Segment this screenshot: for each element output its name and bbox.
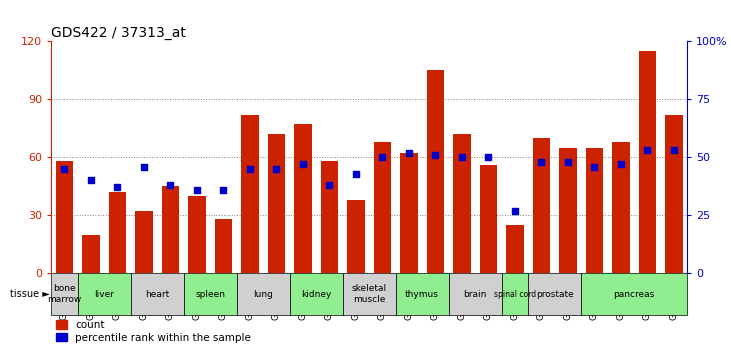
Bar	[480, 165, 497, 273]
Text: lung: lung	[253, 289, 273, 298]
Bar	[51, 273, 77, 315]
Point	[58, 166, 70, 172]
Text: heart: heart	[145, 289, 170, 298]
Point	[138, 164, 150, 169]
Point	[430, 152, 442, 158]
Point	[642, 148, 654, 153]
Bar	[289, 273, 343, 315]
Point	[376, 155, 388, 160]
Point	[270, 166, 282, 172]
Point	[536, 159, 548, 165]
Point	[456, 155, 468, 160]
Bar	[453, 134, 471, 273]
Bar	[321, 161, 338, 273]
Bar	[83, 235, 99, 273]
Text: GDS422 / 37313_at: GDS422 / 37313_at	[51, 26, 186, 40]
Bar	[162, 186, 179, 273]
Bar	[427, 70, 444, 273]
Text: thymus: thymus	[405, 289, 439, 298]
Bar	[586, 148, 603, 273]
Text: spinal cord: spinal cord	[494, 289, 536, 298]
Text: tissue ►: tissue ►	[10, 289, 50, 299]
Bar	[528, 273, 581, 315]
Bar	[449, 273, 501, 315]
Text: pancreas: pancreas	[613, 289, 655, 298]
Point	[482, 155, 494, 160]
Point	[668, 148, 680, 153]
Point	[509, 208, 520, 213]
Bar	[109, 192, 126, 273]
Text: kidney: kidney	[301, 289, 331, 298]
Bar	[77, 273, 131, 315]
Point	[218, 187, 230, 193]
Text: prostate: prostate	[536, 289, 574, 298]
Bar	[295, 125, 311, 273]
Bar	[507, 225, 523, 273]
Point	[350, 171, 362, 176]
Bar	[401, 154, 417, 273]
Bar	[501, 273, 528, 315]
Point	[85, 178, 96, 183]
Point	[244, 166, 256, 172]
Bar	[56, 161, 73, 273]
Bar	[135, 211, 153, 273]
Bar	[343, 273, 395, 315]
Text: spleen: spleen	[195, 289, 225, 298]
Point	[191, 187, 202, 193]
Bar	[183, 273, 237, 315]
Text: liver: liver	[94, 289, 114, 298]
Text: brain: brain	[463, 289, 487, 298]
Bar	[533, 138, 550, 273]
Bar	[581, 273, 687, 315]
Bar	[189, 196, 205, 273]
Point	[297, 161, 308, 167]
Point	[562, 159, 574, 165]
Point	[588, 164, 600, 169]
Text: bone
marrow: bone marrow	[48, 284, 82, 304]
Point	[324, 183, 336, 188]
Point	[403, 150, 414, 155]
Text: skeletal
muscle: skeletal muscle	[352, 284, 387, 304]
Bar	[559, 148, 577, 273]
Legend: count, percentile rank within the sample: count, percentile rank within the sample	[56, 320, 251, 343]
Bar	[374, 142, 391, 273]
Bar	[665, 115, 683, 273]
Point	[164, 183, 176, 188]
Bar	[639, 51, 656, 273]
Bar	[268, 134, 285, 273]
Bar	[215, 219, 232, 273]
Bar	[395, 273, 449, 315]
Point	[615, 161, 626, 167]
Point	[112, 185, 124, 190]
Bar	[241, 115, 259, 273]
Bar	[131, 273, 183, 315]
Bar	[613, 142, 629, 273]
Bar	[347, 200, 365, 273]
Bar	[237, 273, 289, 315]
